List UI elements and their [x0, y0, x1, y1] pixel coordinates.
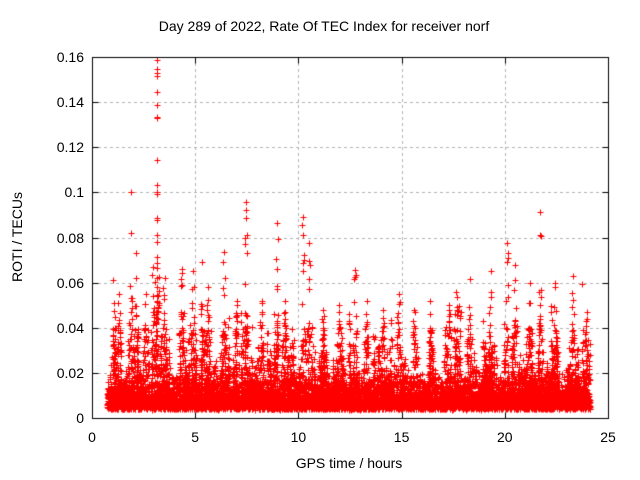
y-tick-label-0.12: 0.12 — [56, 139, 84, 156]
x-tick-label-5: 5 — [191, 429, 200, 445]
y-tick-label-0.1: 0.1 — [64, 184, 84, 201]
y-axis-label: ROTI / TECUs — [9, 192, 25, 282]
y-tick-label-0.08: 0.08 — [56, 229, 84, 246]
y-tick-label-0.06: 0.06 — [56, 274, 84, 291]
x-tick-label-25: 25 — [600, 429, 616, 445]
y-tick-label-0.16: 0.16 — [56, 49, 84, 65]
x-tick-label-20: 20 — [497, 429, 513, 445]
chart-title: Day 289 of 2022, Rate Of TEC Index for r… — [158, 18, 490, 34]
x-tick-label-10: 10 — [290, 429, 307, 445]
y-tick-label-0.04: 0.04 — [56, 319, 84, 336]
y-tick-label-0.14: 0.14 — [56, 94, 84, 111]
x-axis-label: GPS time / hours — [295, 455, 403, 471]
y-tick-label-0.02: 0.02 — [56, 364, 84, 381]
x-tick-label-15: 15 — [393, 429, 410, 445]
y-tick-label-0: 0 — [76, 410, 84, 426]
x-tick-label-0: 0 — [88, 429, 96, 445]
